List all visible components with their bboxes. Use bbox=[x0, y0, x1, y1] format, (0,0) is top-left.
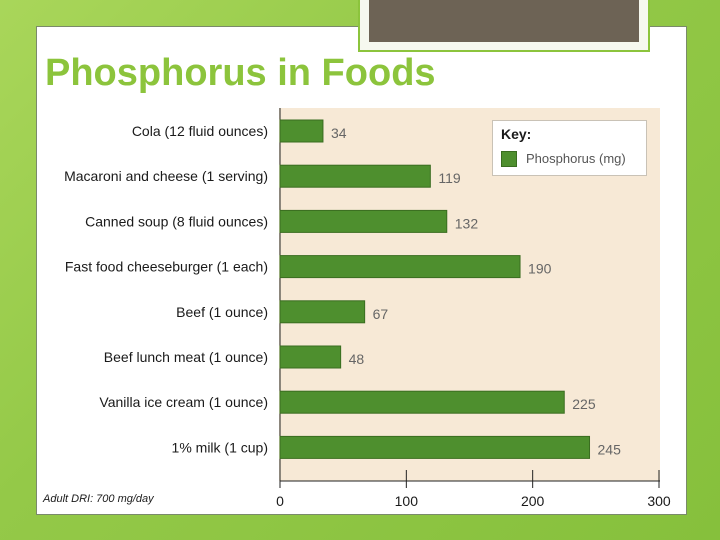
category-label: Beef (1 ounce) bbox=[176, 304, 268, 320]
legend: Key: Phosphorus (mg) bbox=[492, 120, 647, 176]
header-image bbox=[358, 0, 650, 52]
bar bbox=[279, 164, 431, 188]
category-label: 1% milk (1 cup) bbox=[172, 439, 268, 455]
value-label: 245 bbox=[598, 441, 622, 457]
value-label: 225 bbox=[572, 396, 596, 412]
bar bbox=[279, 119, 324, 143]
category-label: Beef lunch meat (1 ounce) bbox=[104, 349, 268, 365]
value-label: 132 bbox=[455, 215, 479, 231]
header-image-fill bbox=[369, 0, 639, 42]
legend-swatch bbox=[501, 151, 517, 167]
category-label: Fast food cheeseburger (1 each) bbox=[65, 259, 268, 275]
x-tick-label: 0 bbox=[276, 493, 284, 509]
value-label: 48 bbox=[349, 351, 365, 367]
footnote: Adult DRI: 700 mg/day bbox=[43, 493, 154, 505]
value-label: 119 bbox=[438, 170, 461, 186]
x-tick-label: 100 bbox=[395, 493, 419, 509]
category-label: Cola (12 fluid ounces) bbox=[132, 123, 268, 139]
bar bbox=[279, 209, 448, 233]
bar bbox=[279, 390, 565, 414]
x-tick-label: 200 bbox=[521, 493, 545, 509]
category-label: Macaroni and cheese (1 serving) bbox=[64, 168, 268, 184]
bar bbox=[279, 255, 521, 279]
legend-label: Phosphorus (mg) bbox=[526, 151, 626, 166]
category-label: Vanilla ice cream (1 ounce) bbox=[99, 394, 268, 410]
bar bbox=[279, 345, 342, 369]
value-label: 34 bbox=[331, 125, 347, 141]
category-label: Canned soup (8 fluid ounces) bbox=[85, 213, 268, 229]
bar bbox=[279, 435, 591, 459]
x-tick-label: 300 bbox=[647, 493, 671, 509]
slide-title: Phosphorus in Foods bbox=[45, 52, 436, 94]
value-label: 190 bbox=[528, 261, 552, 277]
bar bbox=[279, 300, 366, 324]
legend-title: Key: bbox=[501, 126, 532, 142]
value-label: 67 bbox=[373, 306, 389, 322]
